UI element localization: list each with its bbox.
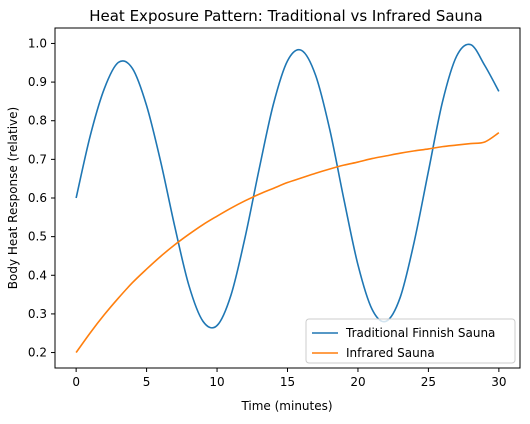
y-tick-label: 0.7 [28,152,47,166]
x-tick-label: 0 [72,375,80,389]
x-axis-ticks: 0 5 10 15 20 25 30 [72,368,507,389]
y-axis-label: Body Heat Response (relative) [6,107,20,289]
x-tick-label: 30 [491,375,506,389]
y-tick-label: 1.0 [28,36,47,50]
series-line-infrared [75,132,500,354]
y-tick-label: 0.3 [28,307,47,321]
plot-area: 0.2 0.3 0.4 0.5 0.6 0.7 0.8 0.9 1.0 0 5 10 15 20 25 30 [28,27,521,389]
legend-box [305,318,516,364]
y-tick-label: 0.5 [28,230,47,244]
legend: Traditional Finnish Sauna Infrared Sauna [305,318,516,364]
x-tick-label: 25 [421,375,436,389]
x-tick-label: 20 [350,375,365,389]
x-axis-label: Time (minutes) [240,399,332,413]
y-tick-label: 0.9 [28,75,47,89]
chart-title: Heat Exposure Pattern: Traditional vs In… [89,7,483,25]
y-tick-label: 0.8 [28,114,47,128]
series-line-traditional [75,43,500,329]
legend-label-traditional: Traditional Finnish Sauna [345,326,495,340]
legend-label-infrared: Infrared Sauna [346,346,435,360]
x-tick-label: 15 [280,375,295,389]
y-tick-label: 0.2 [28,346,47,360]
y-tick-label: 0.4 [28,268,47,282]
series-lines [75,43,500,354]
y-tick-label: 0.6 [28,191,47,205]
x-tick-label: 10 [209,375,224,389]
y-axis-ticks: 0.2 0.3 0.4 0.5 0.6 0.7 0.8 0.9 1.0 [28,36,55,360]
x-tick-label: 5 [143,375,151,389]
